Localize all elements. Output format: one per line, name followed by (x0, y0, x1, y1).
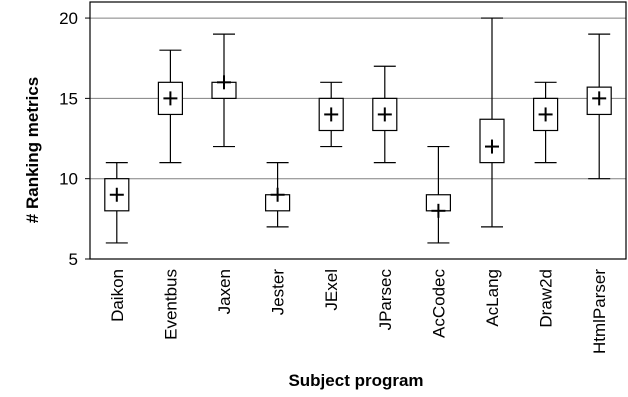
box-iqr (532, 97, 559, 132)
box-jaxen (211, 33, 237, 148)
x-axis-ticks: Daikon Eventbus Jaxen Jester JExel JParsec AcC… (108, 269, 609, 355)
box-accodec (425, 145, 451, 244)
box-htmlparser (586, 33, 612, 180)
x-tick-label: Jaxen (215, 269, 234, 314)
y-tick-label: 5 (69, 250, 78, 269)
x-tick-label: Eventbus (161, 269, 180, 340)
x-tick-label: Jester (269, 269, 288, 316)
box-jparsec (372, 65, 398, 164)
x-tick-label: Daikon (108, 269, 127, 322)
plot-area (89, 1, 627, 260)
box-draw2d (532, 81, 559, 164)
x-tick-label: JExel (322, 269, 341, 311)
boxes (104, 17, 612, 244)
box-jester (265, 162, 291, 228)
x-tick-label: HtmlParser (590, 269, 609, 354)
box-aclang (479, 17, 505, 228)
box-eventbus (157, 49, 183, 164)
x-tick-label: AcCodec (429, 269, 448, 338)
y-tick-label: 20 (59, 9, 78, 28)
y-tick-label: 10 (59, 170, 78, 189)
y-tick-label: 15 (59, 89, 78, 108)
box-jexel (318, 81, 344, 148)
x-axis-title: Subject program (288, 371, 423, 390)
x-tick-label: AcLang (483, 269, 502, 327)
y-axis-ticks: 5 10 15 20 (59, 9, 90, 269)
x-tick-label: Draw2d (537, 269, 556, 328)
box-daikon (104, 162, 130, 244)
x-tick-label: JParsec (376, 269, 395, 331)
y-axis-title: # Ranking metrics (23, 77, 42, 223)
